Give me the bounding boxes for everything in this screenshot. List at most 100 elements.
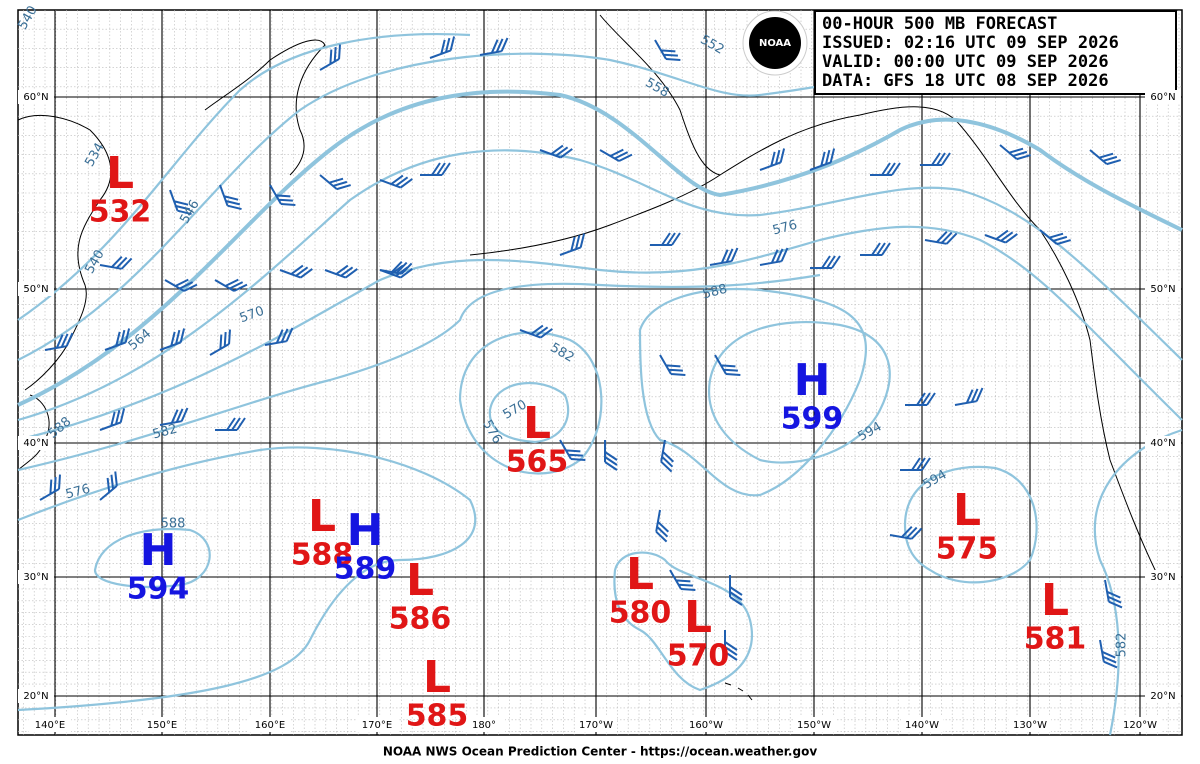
lat-label: 60°N bbox=[1150, 92, 1175, 103]
center-symbol: L bbox=[423, 652, 451, 703]
label-bg bbox=[249, 717, 291, 732]
lat-label: 30°N bbox=[23, 572, 48, 583]
center-symbol: L bbox=[308, 491, 336, 542]
barb-shaft bbox=[810, 255, 841, 269]
barb-shaft bbox=[655, 509, 670, 543]
lon-label: 150°E bbox=[147, 720, 177, 731]
barb-shaft bbox=[104, 328, 131, 351]
center-value: 532 bbox=[89, 195, 152, 230]
contours bbox=[17, 32, 1183, 736]
wind-barb bbox=[264, 327, 294, 346]
barb-shaft bbox=[809, 148, 836, 171]
barb-shaft bbox=[1104, 579, 1123, 609]
wind-barb bbox=[269, 184, 296, 206]
barb-shaft bbox=[1039, 229, 1071, 246]
barb-shaft bbox=[669, 569, 696, 591]
barb-shaft bbox=[999, 144, 1031, 161]
center-value: 599 bbox=[781, 402, 844, 437]
wind-barb bbox=[659, 354, 686, 376]
label-bg bbox=[29, 717, 71, 732]
label-bg bbox=[356, 717, 398, 732]
center-value: 589 bbox=[334, 552, 397, 587]
contour-label: 582 bbox=[151, 422, 179, 443]
wind-barb bbox=[279, 264, 313, 279]
barb-shaft bbox=[429, 36, 456, 59]
barb-shaft bbox=[599, 148, 633, 162]
barb-shaft bbox=[650, 232, 681, 246]
center-symbol: L bbox=[953, 485, 981, 536]
header-line: VALID: 00:00 UTC 09 SEP 2026 bbox=[822, 52, 1109, 72]
contour-line bbox=[17, 52, 901, 361]
map-frame bbox=[17, 9, 1183, 736]
barb-shaft bbox=[860, 242, 891, 256]
contour-line bbox=[17, 89, 1183, 407]
logo-text: NOAA bbox=[759, 38, 791, 49]
lat-label: 20°N bbox=[23, 691, 48, 702]
wind-barb bbox=[900, 457, 931, 471]
label-bg bbox=[18, 90, 54, 104]
wind-barb bbox=[559, 233, 586, 256]
lat-label: 40°N bbox=[23, 438, 48, 449]
wind-barb bbox=[159, 407, 189, 426]
wind-barb bbox=[604, 440, 618, 471]
wind-barb bbox=[324, 264, 358, 279]
barb-shaft bbox=[215, 417, 246, 431]
wind-barb bbox=[559, 439, 586, 461]
wind-barb bbox=[99, 408, 126, 431]
label-bg bbox=[901, 717, 943, 732]
wind-barb bbox=[164, 278, 198, 292]
barb-shaft bbox=[900, 457, 931, 471]
barb-shaft bbox=[559, 439, 586, 461]
center-symbol: L bbox=[684, 592, 712, 643]
wind-barb bbox=[99, 471, 118, 501]
contour-line bbox=[613, 551, 753, 692]
lon-label: 140°W bbox=[905, 720, 939, 731]
barb-shaft bbox=[709, 247, 739, 266]
center-symbol: H bbox=[794, 355, 831, 406]
labels: 60°N 60°N 50°N 50°N 40°N 40°N 30°N 30°N 20°N 20°N… bbox=[15, 3, 1181, 734]
barb-shaft bbox=[219, 184, 242, 211]
coastline bbox=[204, 39, 326, 176]
wind-barb bbox=[319, 174, 351, 191]
wind-barb bbox=[810, 255, 841, 269]
barb-shaft bbox=[264, 327, 294, 346]
barb-shaft bbox=[379, 260, 413, 275]
wind-barb bbox=[759, 247, 789, 266]
lon-label: 120°W bbox=[1123, 720, 1157, 731]
lat-label: 60°N bbox=[23, 92, 48, 103]
wind-barb bbox=[44, 332, 74, 351]
label-bg bbox=[1145, 90, 1181, 104]
label-bg bbox=[18, 436, 54, 450]
center-value: 575 bbox=[936, 532, 999, 567]
wind-barb bbox=[539, 144, 573, 159]
center-value: 565 bbox=[506, 445, 569, 480]
contour-line bbox=[17, 446, 477, 712]
contour-line bbox=[17, 273, 821, 472]
lon-label: 170°E bbox=[362, 720, 392, 731]
wind-barb bbox=[379, 264, 413, 279]
wind-barb bbox=[219, 184, 242, 211]
wind-barb bbox=[159, 328, 186, 351]
contour-line bbox=[93, 528, 211, 588]
barb-shaft bbox=[539, 144, 573, 159]
center-value: 570 bbox=[667, 639, 730, 674]
barb-shaft bbox=[870, 162, 901, 176]
center-symbol: L bbox=[523, 398, 551, 449]
barb-shaft bbox=[319, 174, 351, 191]
barb-shaft bbox=[889, 525, 923, 540]
lat-label: 30°N bbox=[1150, 572, 1175, 583]
barb-shaft bbox=[209, 329, 231, 356]
lon-label: 130°W bbox=[1013, 720, 1047, 731]
lat-label: 40°N bbox=[1150, 438, 1175, 449]
wind-barb bbox=[379, 174, 413, 189]
coastline bbox=[599, 14, 1161, 581]
lon-label: 160°E bbox=[255, 720, 285, 731]
lat-label: 50°N bbox=[23, 284, 48, 295]
barb-shaft bbox=[660, 439, 675, 473]
label-bg bbox=[1119, 717, 1161, 732]
barb-shaft bbox=[759, 247, 789, 266]
wind-barb bbox=[920, 152, 951, 166]
header-line: DATA: GFS 18 UTC 08 SEP 2026 bbox=[822, 71, 1109, 91]
coastline bbox=[469, 174, 721, 256]
